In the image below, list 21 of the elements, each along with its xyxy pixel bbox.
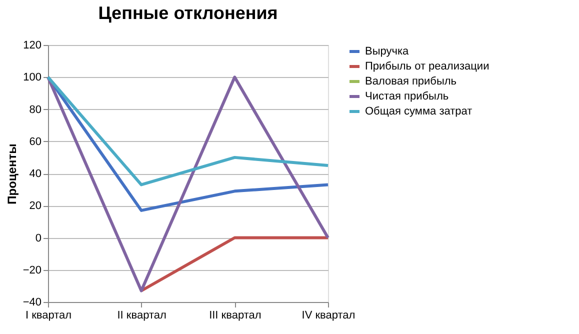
x-tick-label: II квартал: [117, 310, 166, 322]
y-tick-label: 80: [29, 104, 42, 116]
chart-title: Цепные отклонения: [98, 3, 278, 23]
y-tick-label: −20: [22, 264, 42, 276]
legend-label: Общая сумма затрат: [365, 106, 472, 118]
y-tick-label: −40: [22, 296, 42, 308]
y-tick-label: 60: [29, 136, 42, 148]
x-tick-label: I квартал: [25, 310, 72, 322]
y-tick-label: 0: [35, 232, 42, 244]
y-tick-label: 120: [23, 40, 42, 52]
legend-label: Выручка: [365, 46, 410, 58]
legend-label: Валовая прибыль: [365, 76, 457, 88]
x-tick-label: III квартал: [209, 310, 262, 322]
y-axis-title: Проценты: [4, 144, 19, 204]
legend-label: Чистая прибыль: [365, 90, 449, 102]
y-tick-label: 100: [23, 72, 42, 84]
y-tick-label: 40: [29, 168, 42, 180]
y-tick-label: 20: [29, 200, 42, 212]
legend-label: Прибыль от реализации: [365, 60, 490, 72]
line-series: [46, 76, 330, 186]
x-tick-label: IV квартал: [302, 310, 356, 322]
